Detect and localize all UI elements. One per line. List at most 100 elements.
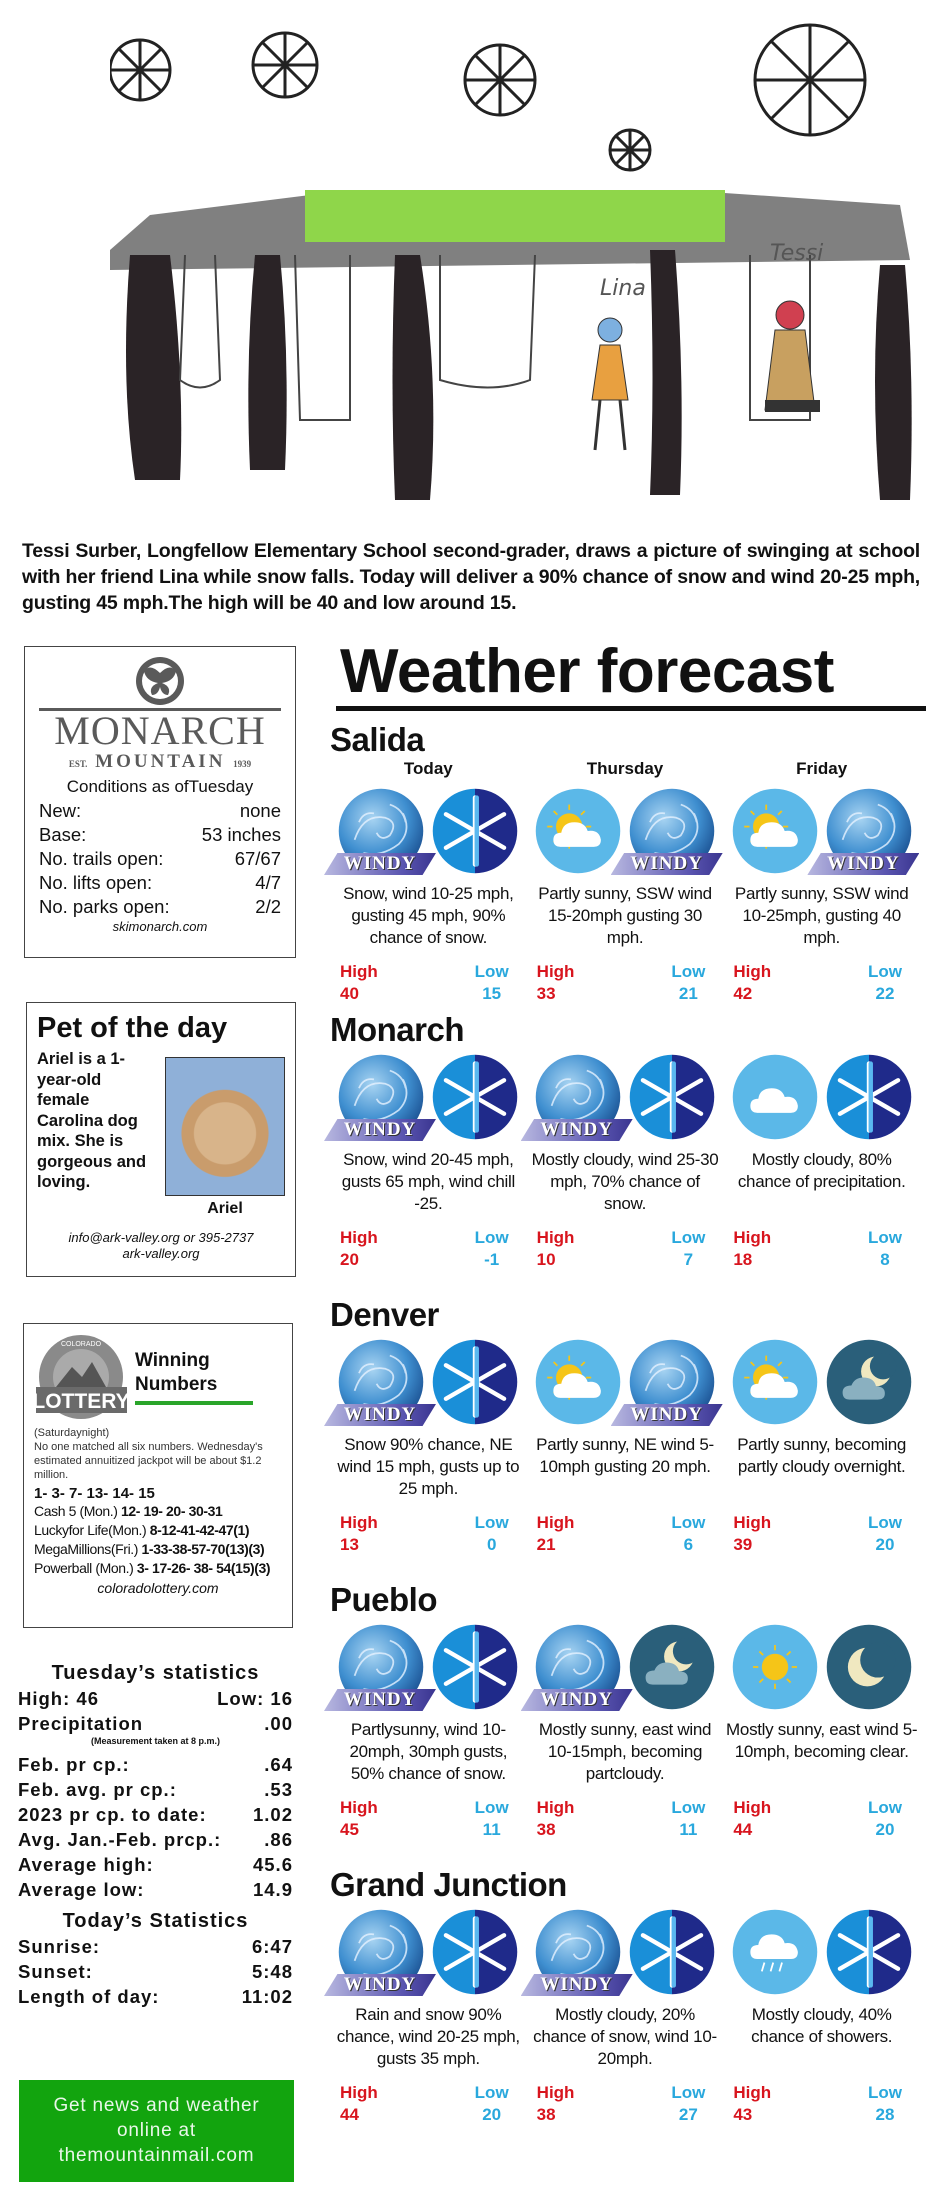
lottery-site: coloradolottery.com bbox=[97, 1580, 219, 1596]
forecast-title: Weather forecast bbox=[340, 637, 834, 706]
forecast-description: Partlysunny, wind 10-20mph, 30mph gusts,… bbox=[349, 1720, 508, 1783]
day-columns: WINDY Rain and snow 90% chance, wind 20-2… bbox=[324, 1904, 920, 2126]
forecast-day: WINDY Mostly cloudy, wind 25-30 mph, 70% … bbox=[520, 1049, 724, 1271]
high-low: High 45 Low 11 bbox=[330, 1797, 527, 1841]
low-label: Low bbox=[671, 1798, 706, 1817]
low-label: Low bbox=[868, 1798, 903, 1817]
low-temp: Low 21 bbox=[671, 961, 705, 1005]
low-value: 11 bbox=[482, 1820, 501, 1839]
day-name: Thursday bbox=[586, 759, 664, 778]
low-value: 15 bbox=[482, 984, 502, 1003]
high-temp: High 40 bbox=[340, 961, 378, 1005]
forecast-day: WINDY Rain and snow 90% chance, wind 20-2… bbox=[324, 1904, 527, 2126]
high-low: High 38 Low 27 bbox=[527, 2082, 724, 2126]
row-label: 2023 pr cp. to date: bbox=[18, 1804, 207, 1825]
high-temp: High 43 bbox=[733, 2082, 771, 2126]
weather-icons: WINDY bbox=[723, 783, 920, 883]
lotto-numbers: 1- 3- 7- 13- 14- 15 bbox=[34, 1485, 155, 1502]
colorado-lottery-logo: LOTTERY COLORADO bbox=[34, 1335, 129, 1419]
row-label: Feb. pr cp.: bbox=[18, 1754, 130, 1775]
high-temp: High 39 bbox=[733, 1512, 771, 1556]
low-value: 20 bbox=[875, 1820, 895, 1839]
forecast-day: Partly sunny, becoming partly cloudy ove… bbox=[723, 1334, 920, 1556]
weather-icons bbox=[723, 1619, 920, 1719]
partly-sunny-icon bbox=[535, 1339, 621, 1425]
stat-row: No. lifts open: 4/7 bbox=[39, 871, 281, 895]
stat-row: New: none bbox=[39, 799, 281, 823]
day-name: Friday bbox=[796, 759, 848, 778]
website-promo[interactable]: Get news and weather online at themountain… bbox=[19, 2080, 294, 2182]
row-label: Base: bbox=[39, 824, 87, 845]
low-value: 0 bbox=[486, 1535, 497, 1554]
day-columns: WINDY Partlysunny, wind 10-20mph, 30mph g… bbox=[324, 1619, 920, 1841]
wind-icon bbox=[535, 1624, 621, 1710]
game-numbers: 8-12-41-42-47(1) bbox=[149, 1522, 250, 1538]
low-label: Low bbox=[671, 2083, 706, 2102]
stat-row: Base: 53 inches bbox=[39, 823, 281, 847]
weather-icons: WINDY bbox=[520, 1904, 724, 2004]
row-value: 5:48 bbox=[251, 1961, 293, 1982]
row-value: 1.02 bbox=[252, 1804, 293, 1825]
high-temp: High 21 bbox=[537, 1512, 575, 1556]
high-value: 21 bbox=[536, 1535, 556, 1554]
swing-posts bbox=[126, 250, 912, 500]
low-temp: Low 20 bbox=[868, 1797, 902, 1841]
high-label: High bbox=[733, 1228, 772, 1247]
city-denver: Denver WINDY Snow 90% chance, NE wind 15 m… bbox=[324, 1296, 920, 1581]
low-label: Low bbox=[868, 1228, 903, 1247]
forecast-day: WINDY Mostly sunny, east wind 10-15mph, b… bbox=[520, 1619, 724, 1841]
forecast-day: WINDY Snow, wind 20-45 mph, gusts 65 mph,… bbox=[324, 1049, 527, 1271]
high-label: High bbox=[733, 962, 772, 981]
windy-badge: WINDY bbox=[520, 1689, 633, 1711]
low-temp: Low 20 bbox=[475, 2082, 509, 2126]
high-temp: High 45 bbox=[340, 1797, 378, 1841]
low-value: 6 bbox=[683, 1535, 694, 1554]
high-label: High bbox=[340, 2083, 378, 2102]
low-value: 22 bbox=[875, 984, 895, 1003]
low-value: 27 bbox=[678, 2105, 698, 2124]
low-value: 11 bbox=[679, 1820, 698, 1839]
low-temp: Low 11 bbox=[475, 1797, 509, 1841]
forecast-description: Mostly cloudy, 80% chance of precipitati… bbox=[737, 1150, 906, 1191]
figure-tessi: Tessi bbox=[764, 241, 823, 412]
high-value: 20 bbox=[340, 1250, 359, 1269]
high-label: High bbox=[536, 1798, 575, 1817]
lottery-game: MegaMillions(Fri.) 1-33-38-57-70(13)(3) bbox=[34, 1540, 282, 1559]
high-low: High 40 Low 15 bbox=[330, 961, 527, 1005]
high-low: High 42 Low 22 bbox=[723, 961, 920, 1005]
high-low: High 33 Low 21 bbox=[527, 961, 724, 1005]
weather-icons: WINDY bbox=[520, 1619, 724, 1719]
forecast-day: WINDY Partly sunny, NE wind 5-10mph gusti… bbox=[527, 1334, 724, 1556]
weather-forecast: Weather forecast Salida Today WINDY Snow, w… bbox=[324, 637, 926, 2151]
high-low: High 43 Low 28 bbox=[723, 2082, 920, 2126]
row-value: 45.6 bbox=[252, 1854, 293, 1875]
snowflake-drawings bbox=[110, 23, 867, 172]
lottery-box: LOTTERY COLORADO Winning Numbers (Saturda… bbox=[23, 1323, 293, 1628]
high-value: 44 bbox=[733, 1820, 753, 1839]
row-label: Avg. Jan.-Feb. prcp.: bbox=[18, 1829, 222, 1850]
low-label: Low bbox=[868, 962, 903, 981]
city-grand-junction: Grand Junction WINDY Rain and snow 90% cha… bbox=[324, 1866, 920, 2151]
high-temp: High 18 bbox=[733, 1227, 771, 1271]
partly-sunny-icon bbox=[732, 788, 817, 874]
low-temp: Low 11 bbox=[671, 1797, 705, 1841]
high-value: 33 bbox=[536, 984, 556, 1003]
stat-row: Avg. Jan.-Feb. prcp.: .86 bbox=[18, 1827, 293, 1852]
forecast-day: Mostly cloudy, 80% chance of precipitati… bbox=[723, 1049, 920, 1271]
row-value: 4/7 bbox=[255, 872, 281, 893]
high-label: High bbox=[340, 962, 378, 981]
low-value: 20 bbox=[482, 2105, 502, 2124]
wind-icon bbox=[339, 1054, 424, 1140]
windy-badge: WINDY bbox=[520, 1974, 633, 1996]
conditions-title: Conditions as ofTuesday bbox=[66, 777, 254, 796]
low-label: Low bbox=[671, 1513, 706, 1532]
low-temp: Low 27 bbox=[671, 2082, 705, 2126]
row-value: 53 inches bbox=[201, 824, 281, 845]
high-label: High bbox=[733, 1513, 772, 1532]
figure-lina: Lina bbox=[591, 276, 646, 451]
low-temp: Low 0 bbox=[475, 1512, 509, 1556]
row-label: No. lifts open: bbox=[39, 872, 153, 893]
high-low: High 13 Low 0 bbox=[330, 1512, 527, 1556]
row-label: Length of day: bbox=[18, 1986, 160, 2007]
high-value: 40 bbox=[340, 984, 359, 1003]
